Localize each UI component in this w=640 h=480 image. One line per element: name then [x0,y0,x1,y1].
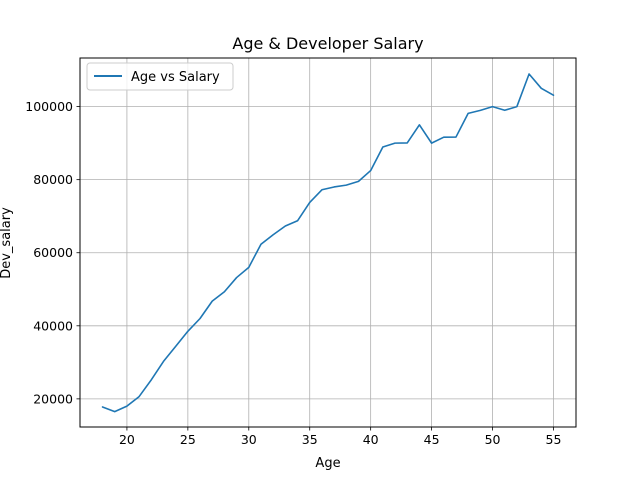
x-tick-label: 50 [485,432,501,447]
y-tick-label: 20000 [33,391,73,406]
y-tick-label: 60000 [33,245,73,260]
y-axis-label: Dev_salary [0,207,14,279]
x-tick-label: 40 [363,432,379,447]
x-axis-label: Age [315,456,340,471]
x-tick-label: 30 [241,432,257,447]
x-tick-label: 45 [424,432,440,447]
x-axis: 20 25 30 35 40 45 50 55 [119,427,561,447]
y-tick-label: 80000 [33,172,73,187]
series-layer [101,73,555,413]
x-tick-label: 20 [119,432,135,447]
legend-label: Age vs Salary [131,70,220,85]
legend: Age vs Salary [86,62,234,91]
legend-frame [86,62,234,91]
x-tick-label: 35 [302,432,318,447]
y-tick-label: 40000 [33,318,73,333]
x-tick-label: 55 [546,432,562,447]
x-tick-label: 25 [180,432,196,447]
y-axis: 20000 40000 60000 80000 100000 [25,99,80,406]
series-line [101,73,555,413]
plot-area-frame [79,57,577,428]
chart-title: Age & Developer Salary [232,34,423,53]
grid-lines [80,58,576,427]
y-tick-label: 100000 [25,99,73,114]
